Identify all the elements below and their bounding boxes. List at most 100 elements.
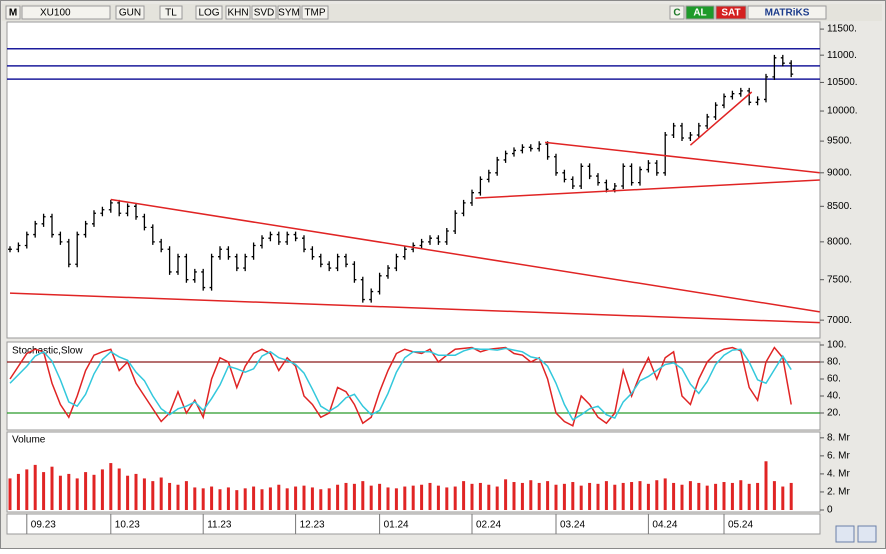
stochastic-panel	[6, 341, 821, 431]
price-bar	[696, 122, 701, 138]
x-tick-label: 09.23	[31, 520, 56, 531]
volume-bar	[781, 486, 785, 510]
y-tick-label: 7500.	[827, 274, 852, 285]
volume-bar	[495, 486, 499, 510]
price-bar	[680, 122, 684, 142]
volume-bar	[386, 487, 390, 510]
trendline	[9, 292, 820, 324]
toolbar-button[interactable]	[195, 5, 223, 20]
volume-bar	[361, 481, 365, 510]
price-bar	[402, 246, 407, 260]
price-bar	[58, 231, 63, 245]
volume-bar	[336, 484, 340, 510]
price-bar	[512, 147, 516, 157]
y-tick-label: 9500.	[827, 136, 852, 147]
price-bar	[444, 227, 449, 245]
toolbar-button[interactable]	[159, 5, 183, 20]
price-bar	[360, 276, 365, 303]
volume-bar	[100, 469, 104, 510]
price-bar	[293, 231, 298, 242]
volume-bar	[512, 482, 516, 510]
volume-bar	[327, 488, 331, 510]
volume-bar	[252, 486, 256, 510]
x-tick-label: 10.23	[115, 520, 140, 531]
price-bar	[705, 113, 710, 129]
volume-bar	[403, 486, 407, 510]
y-tick-label: 7000.	[827, 315, 852, 326]
price-bar	[478, 176, 483, 196]
toolbar-button[interactable]	[301, 5, 329, 20]
x-tick-label: 03.24	[560, 520, 585, 531]
toolbar-button-label: KHN	[227, 8, 248, 19]
volume-bar	[210, 486, 214, 510]
symbol-menu[interactable]	[5, 5, 21, 20]
volume-bar	[697, 482, 701, 510]
volume-bar	[470, 483, 474, 510]
symbol-box[interactable]	[21, 5, 111, 20]
toolbar-button[interactable]	[747, 5, 827, 20]
price-bar	[562, 169, 567, 183]
y-tick-label: 11000.	[827, 50, 857, 61]
y-tick-label: 9000.	[827, 167, 852, 178]
volume-bar	[50, 466, 54, 510]
volume-bar	[462, 481, 466, 510]
price-bar	[520, 144, 525, 154]
x-tick-label: 02.24	[476, 520, 501, 531]
price-bar	[184, 253, 189, 283]
volume-bar	[546, 481, 550, 510]
symbol-menu-label: M	[9, 8, 17, 19]
price-bar	[352, 261, 357, 283]
volume-bar	[554, 484, 558, 510]
price-bar	[226, 246, 231, 260]
toolbar-button-label: SVD	[254, 8, 275, 19]
price-bar	[201, 268, 206, 291]
volume-bar	[747, 483, 751, 510]
toolbar-button[interactable]	[715, 5, 747, 20]
price-bar	[50, 213, 54, 238]
volume-bar	[193, 487, 197, 510]
price-bar	[671, 122, 676, 138]
price-bar	[302, 235, 306, 253]
refresh-icon[interactable]	[835, 525, 855, 543]
x-tick-label: 04.24	[652, 520, 677, 531]
toolbar-button[interactable]	[685, 5, 715, 20]
price-bar	[159, 238, 164, 253]
price-bar	[688, 131, 693, 142]
toolbar-button-label: MATRiKS	[765, 8, 810, 19]
volume-bar	[243, 488, 247, 510]
volume-bar	[184, 481, 188, 510]
toolbar-button[interactable]	[251, 5, 277, 20]
stochastic-line	[9, 347, 792, 421]
volume-bar	[722, 482, 726, 510]
price-bar	[789, 60, 794, 78]
toolbar-button[interactable]	[277, 5, 301, 20]
toolbar-button[interactable]	[669, 5, 685, 20]
price-bar	[142, 213, 147, 231]
price-bar	[780, 54, 785, 67]
toolbar-button[interactable]	[115, 5, 145, 20]
volume-bar	[319, 489, 323, 510]
price-bar	[377, 272, 382, 295]
price-bar	[730, 90, 735, 100]
price-bar	[134, 203, 138, 220]
y-tick-label: 8500.	[827, 201, 852, 212]
volume-bar	[394, 488, 398, 510]
price-bar	[570, 176, 575, 189]
toolbar-button-label: C	[673, 8, 680, 19]
volume-bar	[16, 473, 20, 510]
volume-bar	[344, 482, 348, 510]
volume-bar	[638, 481, 642, 510]
volume-bar	[445, 487, 449, 510]
y-tick-label: 10500.	[827, 77, 858, 88]
settings-icon[interactable]	[857, 525, 877, 543]
price-bar	[100, 206, 105, 217]
price-bar	[335, 253, 340, 272]
trendline	[689, 91, 753, 146]
y-tick-label: 0	[827, 505, 833, 516]
toolbar-button[interactable]	[225, 5, 251, 20]
price-bar	[764, 73, 768, 103]
price-bar	[167, 246, 172, 275]
volume-bar	[218, 489, 222, 510]
volume-bar	[789, 482, 793, 510]
price-bar	[108, 199, 113, 213]
